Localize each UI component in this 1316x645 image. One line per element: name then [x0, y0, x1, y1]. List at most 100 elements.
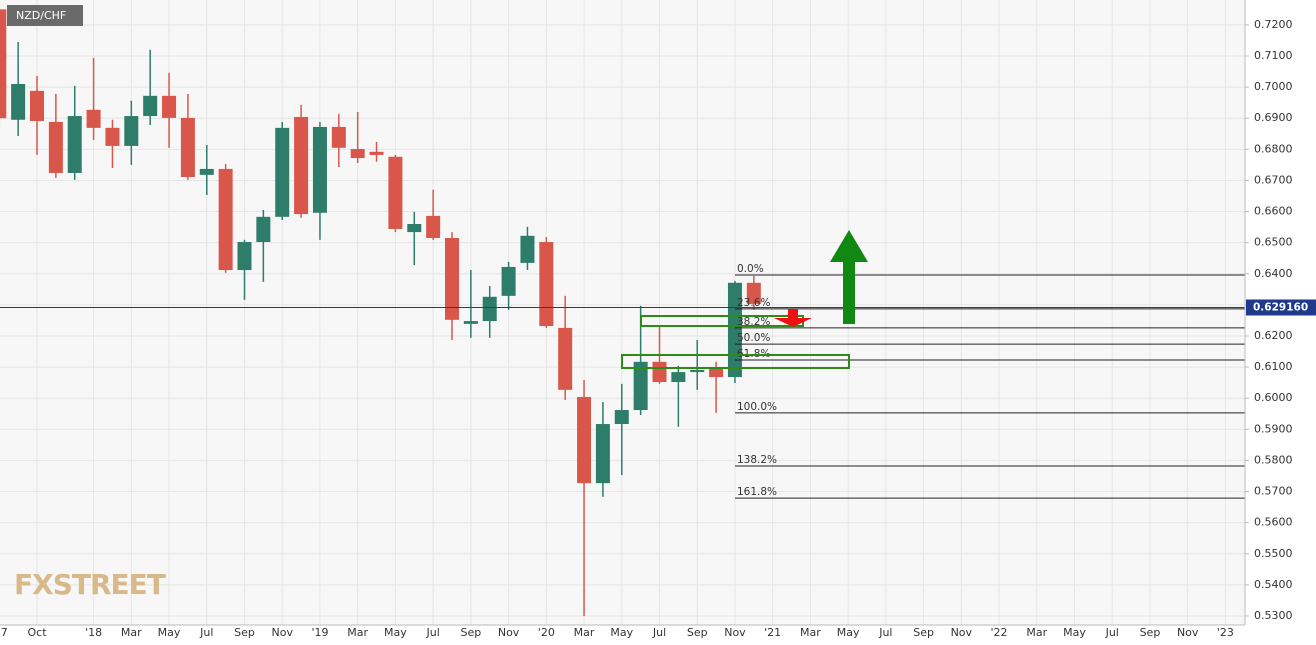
candle-body — [0, 9, 7, 119]
x-tick-label: '19 — [311, 626, 328, 639]
x-tick-label: Mar — [121, 626, 142, 639]
candle-body — [256, 216, 271, 243]
candle-body — [426, 215, 441, 238]
fib-label: 38.2% — [737, 316, 770, 328]
candle-body — [199, 168, 214, 175]
y-tick-label: 0.5700 — [1254, 485, 1293, 498]
x-tick-label: Sep — [687, 626, 708, 639]
chart-title: NZD/CHF — [16, 9, 66, 22]
y-tick-label: 0.5300 — [1254, 609, 1293, 622]
candle-body — [577, 396, 592, 484]
x-tick-label: '21 — [764, 626, 781, 639]
candle-body — [124, 116, 139, 146]
x-tick-label: Oct — [27, 626, 47, 639]
fib-label: 50.0% — [737, 332, 770, 344]
candle-body — [180, 117, 195, 178]
candle-body — [595, 424, 610, 484]
x-tick-label: Sep — [234, 626, 255, 639]
candle-body — [539, 242, 554, 327]
x-tick-label: Jul — [199, 626, 213, 639]
fib-label: 0.0% — [737, 263, 764, 275]
candle-body — [558, 327, 573, 390]
candle-body — [614, 410, 629, 425]
x-tick-label: '17 — [0, 626, 8, 639]
x-tick-label: Nov — [271, 626, 293, 639]
candle-body — [48, 121, 63, 173]
watermark: FXSTREET — [14, 568, 166, 601]
annotations — [621, 230, 868, 369]
y-tick-label: 0.7100 — [1254, 49, 1293, 62]
x-tick-label: '23 — [1217, 626, 1234, 639]
x-tick-label: Jul — [652, 626, 666, 639]
x-tick-label: '22 — [991, 626, 1008, 639]
candle-body — [30, 90, 44, 122]
candle-body — [709, 368, 724, 378]
candle-body — [445, 237, 459, 320]
x-tick-label: Sep — [1140, 626, 1161, 639]
x-tick-label: '20 — [538, 626, 555, 639]
fib-label: 23.6% — [737, 297, 770, 309]
candle-body — [671, 372, 686, 383]
candle-body — [350, 149, 365, 159]
candle-body — [633, 361, 648, 411]
candle-body — [746, 282, 761, 304]
x-tick-label: Mar — [574, 626, 595, 639]
price-label-box — [1246, 299, 1316, 316]
candle-body — [652, 361, 667, 383]
y-tick-label: 0.6800 — [1254, 142, 1293, 155]
candle-body — [275, 127, 290, 217]
x-tick-label: May — [610, 626, 633, 639]
fib-label: 138.2% — [737, 454, 777, 466]
fib-label: 100.0% — [737, 401, 777, 413]
y-tick-label: 0.7200 — [1254, 18, 1293, 31]
down-arrow — [774, 309, 812, 327]
candle-body — [501, 266, 516, 296]
x-tick-label: Jul — [878, 626, 892, 639]
x-tick-label: Sep — [913, 626, 934, 639]
x-tick-label: Jul — [425, 626, 439, 639]
x-tick-label: Sep — [460, 626, 481, 639]
y-tick-label: 0.5400 — [1254, 578, 1293, 591]
y-tick-label: 0.5900 — [1254, 422, 1293, 435]
y-tick-label: 0.6200 — [1254, 329, 1293, 342]
candle-body — [727, 282, 742, 378]
title-box — [7, 5, 83, 26]
candle-body — [11, 83, 26, 120]
candle-body — [294, 116, 309, 215]
y-tick-label: 0.6100 — [1254, 360, 1293, 373]
x-tick-label: May — [158, 626, 181, 639]
candle-body — [312, 126, 327, 213]
candle-body — [690, 369, 705, 373]
x-tick-label: May — [1063, 626, 1086, 639]
candle-body — [143, 95, 158, 117]
candle-body — [520, 235, 535, 263]
candle-body — [237, 242, 252, 271]
fib-label: 61.8% — [737, 348, 770, 360]
candle-body — [105, 127, 120, 146]
y-tick-label: 0.5500 — [1254, 547, 1293, 560]
y-tick-label: 0.6900 — [1254, 111, 1293, 124]
x-tick-label: Mar — [1026, 626, 1047, 639]
candle-body — [67, 116, 82, 173]
y-tick-label: 0.6000 — [1254, 391, 1293, 404]
x-tick-label: May — [837, 626, 860, 639]
x-tick-label: May — [384, 626, 407, 639]
candle-body — [463, 321, 478, 324]
x-tick-label: Nov — [951, 626, 973, 639]
x-tick-label: Nov — [724, 626, 746, 639]
y-tick-label: 0.6600 — [1254, 205, 1293, 218]
zone-box — [621, 354, 850, 369]
x-tick-label: Mar — [800, 626, 821, 639]
y-tick-label: 0.7000 — [1254, 80, 1293, 93]
x-tick-label: Nov — [1177, 626, 1199, 639]
candle-body — [86, 109, 101, 128]
plot-background — [0, 0, 1245, 625]
y-tick-label: 0.6700 — [1254, 173, 1293, 186]
fib-label: 161.8% — [737, 486, 777, 498]
x-tick-label: Nov — [498, 626, 520, 639]
candle-body — [218, 168, 233, 271]
up-arrow — [830, 230, 868, 324]
x-tick-label: '18 — [85, 626, 102, 639]
y-tick-label: 0.6400 — [1254, 267, 1293, 280]
candle-body — [482, 296, 497, 322]
